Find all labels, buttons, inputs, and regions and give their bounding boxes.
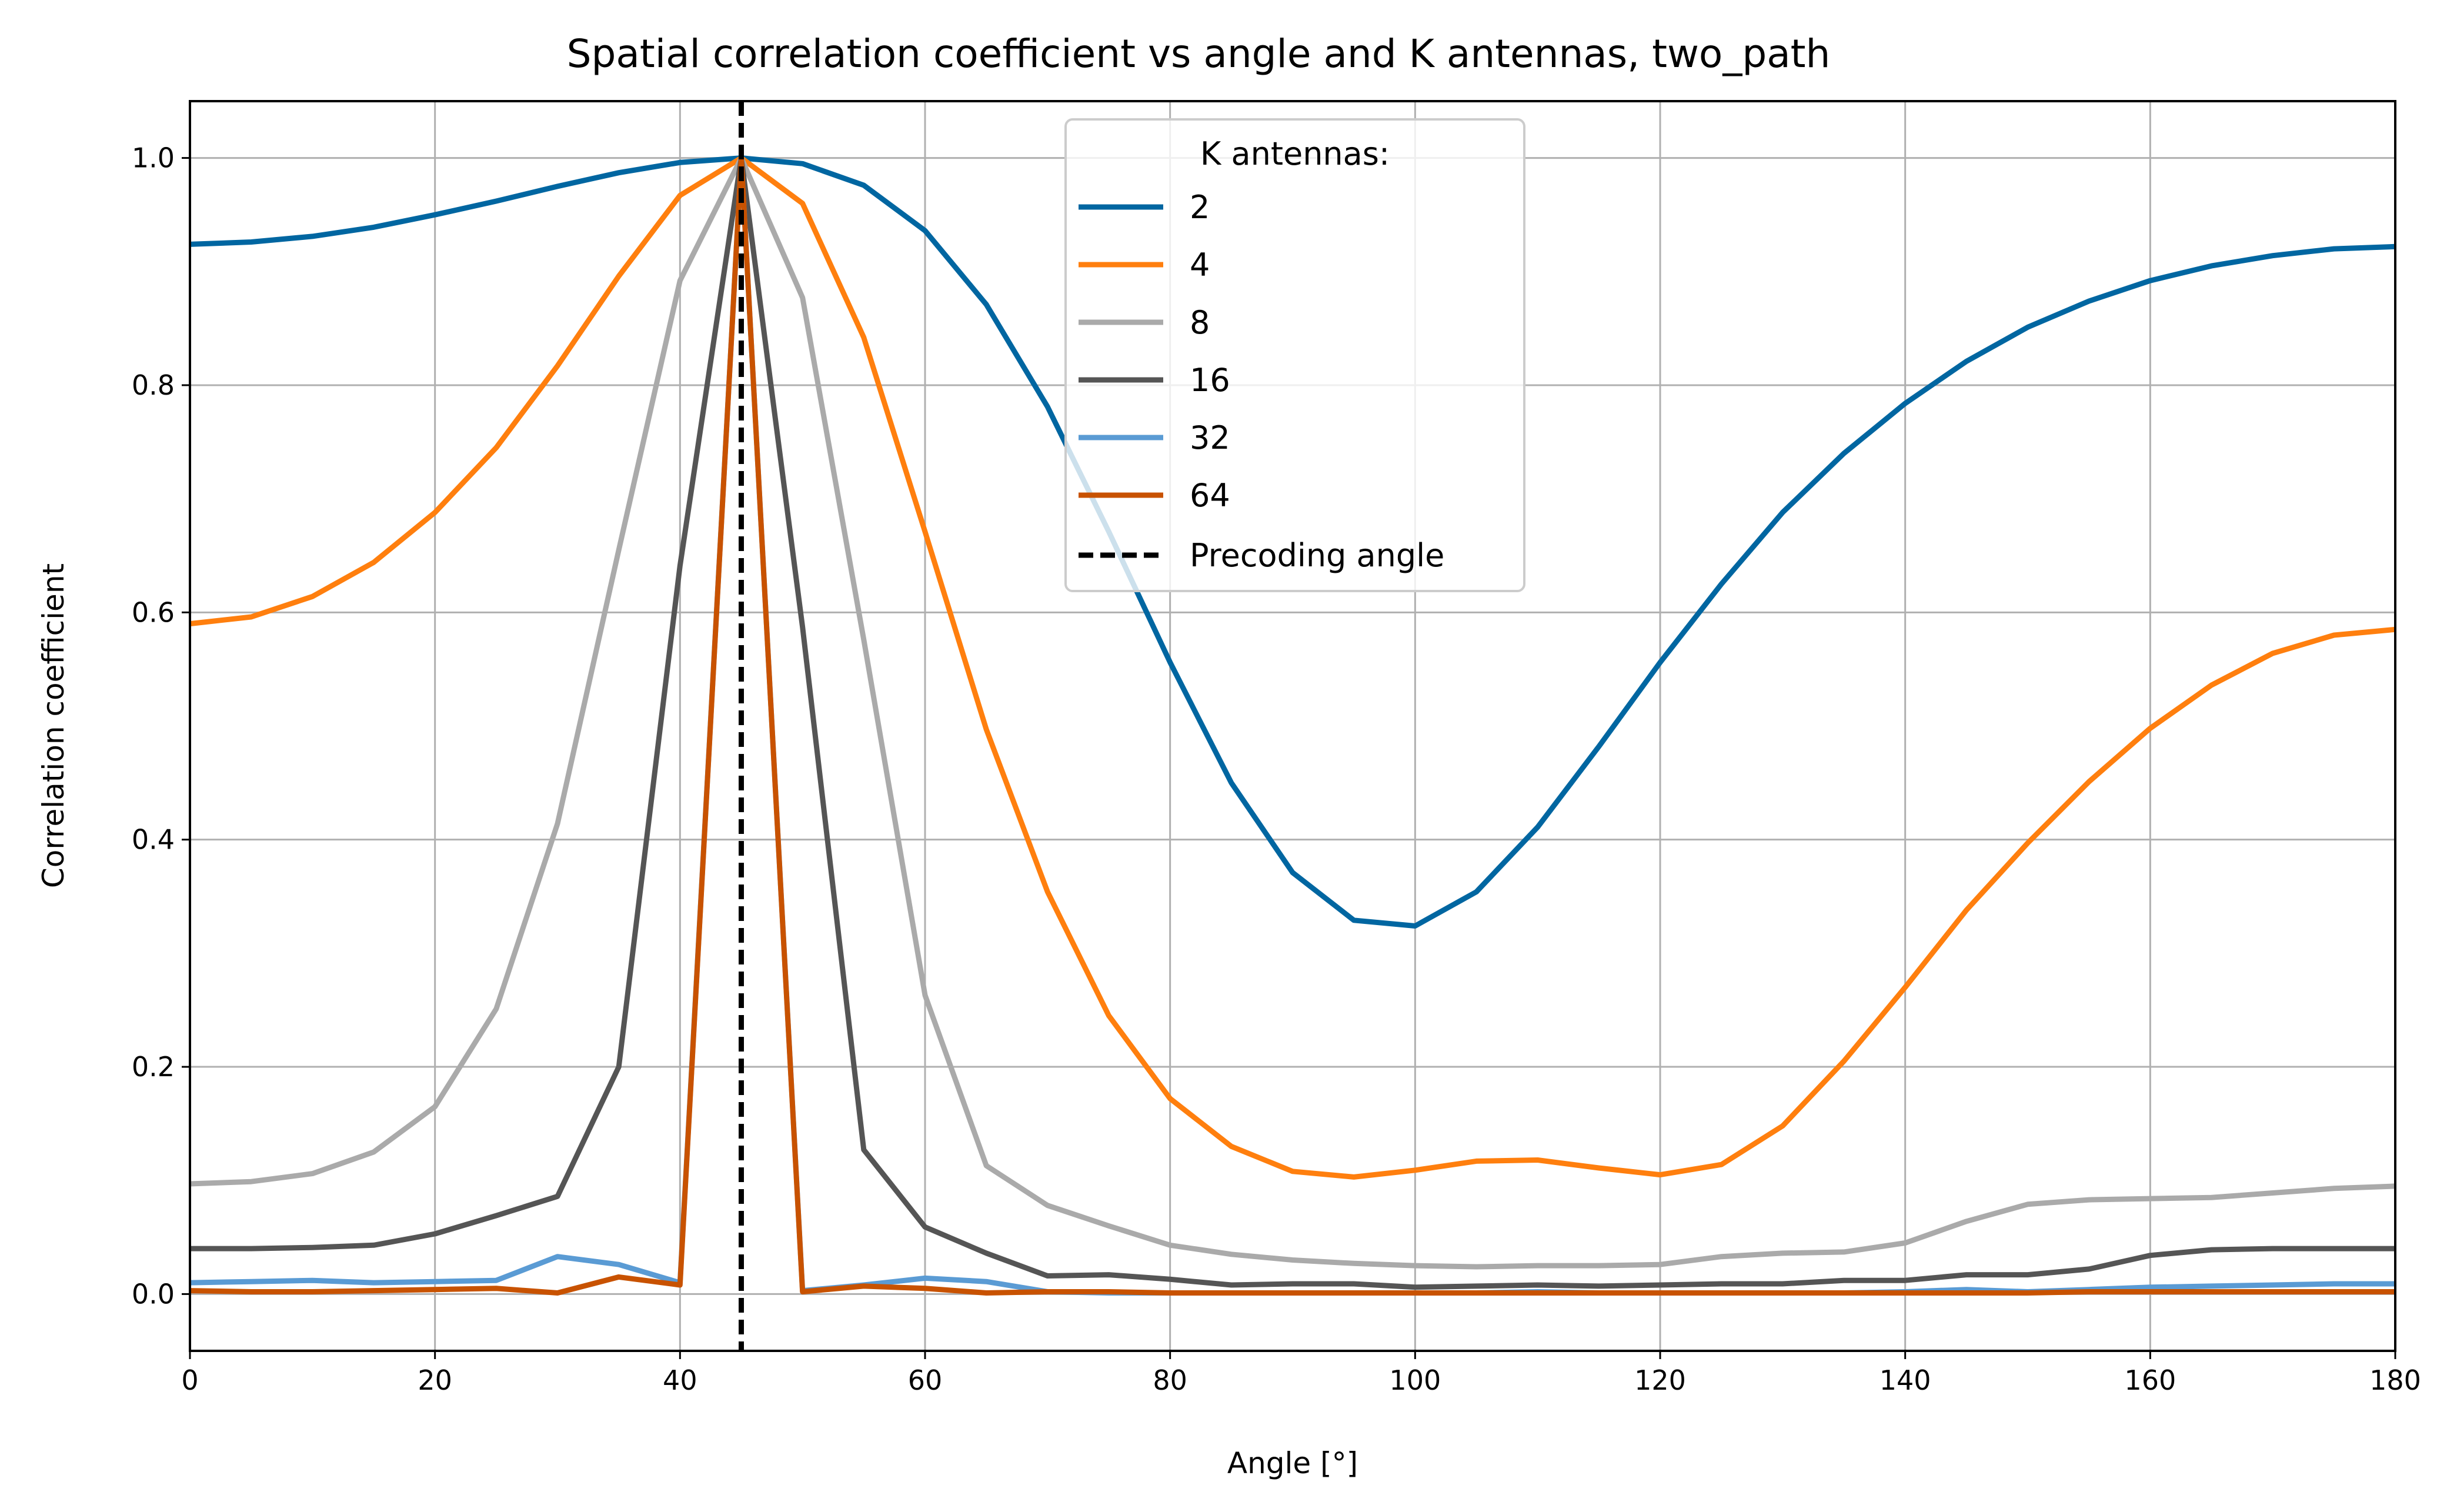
series-line-k64	[189, 155, 2395, 1296]
x-tick-label: 80	[1153, 1364, 1187, 1396]
legend-label-k16: 16	[1190, 362, 1230, 399]
y-tick-label: 1.0	[132, 142, 175, 174]
axis-ticks: 0 20 40 60 80 100 120 140 160 180 0.0 0.2 0.4 0.6 0.8 1…	[132, 142, 2421, 1396]
x-tick-label: 160	[2124, 1364, 2176, 1396]
y-tick-label: 0.4	[132, 824, 175, 856]
plot-frame	[189, 100, 2396, 1352]
legend-label-k8: 8	[1190, 304, 1210, 341]
series-line-k16	[190, 155, 2395, 1290]
x-axis-label: Angle [°]	[1227, 1446, 1358, 1480]
legend: K antennas: 2 4 8 16 32 64 Precoding angle	[1064, 118, 1525, 592]
y-tick-label: 0.6	[132, 596, 175, 628]
series-line-k2	[189, 155, 2396, 929]
x-tick-label: 140	[1880, 1364, 1931, 1396]
y-axis-label: Correlation coefficient	[36, 563, 71, 888]
x-tick-label: 120	[1634, 1364, 1686, 1396]
legend-label-k32: 32	[1190, 419, 1230, 456]
legend-label-k64: 64	[1190, 477, 1230, 514]
x-tick-label: 20	[418, 1364, 452, 1396]
x-tick-label: 60	[908, 1364, 943, 1396]
x-tick-label: 40	[663, 1364, 697, 1396]
x-tick-label: 180	[2369, 1364, 2421, 1396]
chart-title: Spatial correlation coefficient vs angle…	[567, 31, 1831, 76]
x-tick-label: 100	[1389, 1364, 1441, 1396]
legend-title: K antennas:	[1200, 135, 1390, 172]
series-lines	[189, 155, 2396, 1296]
series-line-k8	[189, 155, 2396, 1270]
legend-label-k4: 4	[1190, 246, 1210, 283]
legend-precoding-label: Precoding angle	[1190, 537, 1444, 574]
y-tick-label: 0.2	[132, 1051, 175, 1083]
legend-label-k2: 2	[1190, 189, 1210, 226]
legend-box	[1064, 118, 1525, 592]
series-line-k4	[189, 155, 2396, 1180]
y-tick-label: 0.0	[132, 1278, 175, 1310]
legend-items: 2 4 8 16 32 64	[1079, 189, 1230, 514]
y-tick-label: 0.8	[132, 369, 175, 401]
x-tick-label: 0	[181, 1364, 198, 1396]
